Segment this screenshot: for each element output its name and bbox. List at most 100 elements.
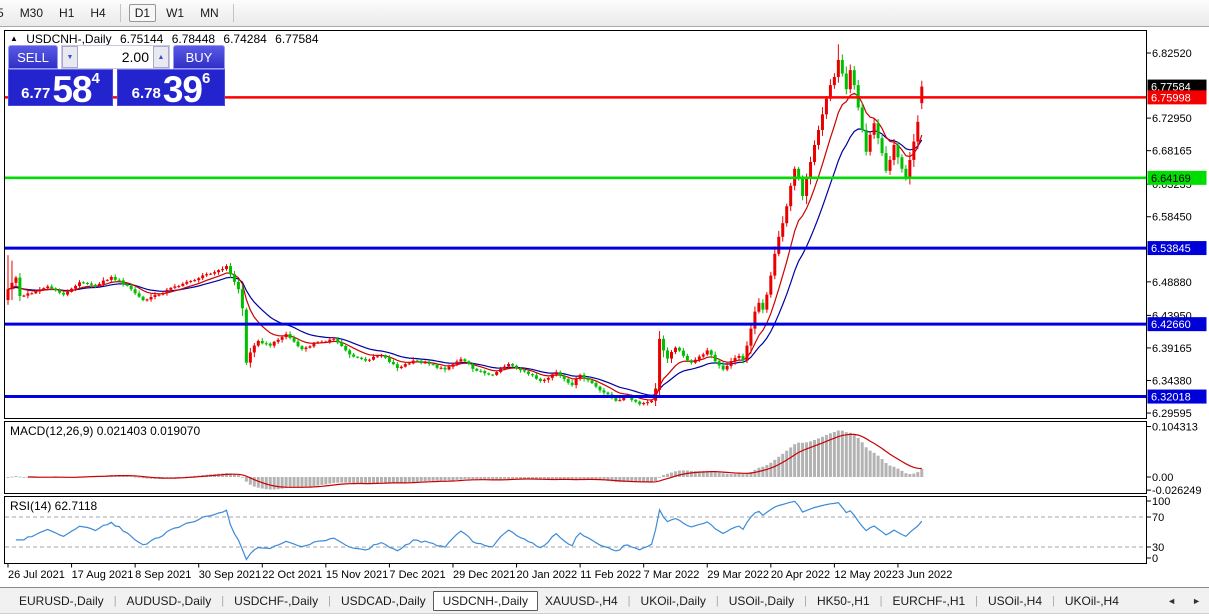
tf-button-d1[interactable]: D1 xyxy=(128,4,157,22)
tab-eurchf-h1[interactable]: EURCHF-,H1 xyxy=(892,593,966,608)
macd-signal-line xyxy=(27,433,922,488)
toolbar-separator xyxy=(232,4,234,22)
tab-scroll-left-icon[interactable]: ◄ xyxy=(1167,595,1177,606)
tab-audusd-daily[interactable]: AUDUSD-,Daily xyxy=(126,593,212,608)
rsi-axis-label: 0 xyxy=(1152,553,1158,565)
macd-axis-label: 0.00 xyxy=(1152,472,1173,484)
date-label: 7 Mar 2022 xyxy=(644,569,700,581)
buy-price-sup: 6 xyxy=(202,70,211,87)
blue-line-badge-2 xyxy=(1147,317,1207,332)
price-axis-label: 6.68165 xyxy=(1152,146,1192,158)
chart-tab-bar: EURUSD-,Daily | AUDUSD-,Daily | USDCHF-,Dail… xyxy=(0,587,1209,614)
tf-button-mn[interactable]: MN xyxy=(200,6,219,20)
rsi-indicator-title: RSI(14) 62.7118 xyxy=(10,499,98,513)
tab-separator: | xyxy=(975,594,979,607)
tab-scroll-arrows: ◄ ► xyxy=(1167,588,1201,613)
buy-price-display[interactable]: 6.78 39 6 xyxy=(117,68,225,110)
price-axis-label: 6.58450 xyxy=(1152,212,1192,224)
price-axis-label: 6.34380 xyxy=(1152,375,1192,387)
current-price-badge xyxy=(1147,79,1207,94)
symbol-header: ▲ USDCNH-,Daily 6.75144 6.78448 6.74284 … xyxy=(10,32,324,46)
macd-axis-label: -0.026249 xyxy=(1152,485,1202,497)
collapse-panel-icon[interactable]: ▲ xyxy=(10,34,18,43)
tab-ukoil-h4[interactable]: UKOil-,H4 xyxy=(1064,593,1119,608)
volume-decrease-button[interactable]: ▼ xyxy=(62,46,78,68)
macd-histogram xyxy=(6,430,924,490)
price-axis-label: 6.29595 xyxy=(1152,408,1192,420)
tf-button-w1[interactable]: W1 xyxy=(166,6,185,20)
rsi-axis-label: 30 xyxy=(1152,542,1164,554)
buy-button[interactable]: BUY xyxy=(173,45,225,69)
sell-price-sup: 4 xyxy=(91,70,100,87)
one-click-trading-panel: SELL ▼ 2.00 ▲ BUY 6.77 58 4 6.78 39 6 xyxy=(8,45,225,110)
date-label: 20 Apr 2022 xyxy=(771,569,830,581)
price-axis-label: 6.48880 xyxy=(1152,277,1192,289)
tab-separator: | xyxy=(715,594,719,607)
buy-price-big: 39 xyxy=(162,68,203,110)
tab-hk50-h1[interactable]: HK50-,H1 xyxy=(816,593,870,608)
tab-separator: | xyxy=(221,594,225,607)
blue-line-badge-1-label: 6.53845 xyxy=(1151,243,1191,255)
macd-axis: 0.104313 0.00-0.026249 xyxy=(1146,422,1202,497)
rsi-axis-label: 100 xyxy=(1152,496,1170,508)
price-axis-label: 6.72950 xyxy=(1152,113,1192,125)
timeframe-toolbar: 5 M30 H1 H4 D1 W1 MN xyxy=(0,0,1209,27)
tab-xauusd-h4[interactable]: XAUUSD-,H4 xyxy=(544,593,618,608)
tab-usoil-h4[interactable]: USOil-,H4 xyxy=(988,593,1043,608)
tab-eurusd-daily[interactable]: EURUSD-,Daily xyxy=(19,593,104,608)
volume-control: ▼ 2.00 ▲ xyxy=(61,45,170,69)
rsi-line xyxy=(15,500,923,561)
price-axis: 6.825206.729506.681656.632356.584506.488… xyxy=(1146,48,1207,420)
date-label: 15 Nov 2021 xyxy=(326,569,388,581)
date-label: 22 Oct 2021 xyxy=(262,569,322,581)
green-line-badge-label: 6.64169 xyxy=(1151,173,1191,185)
tab-ukoil-daily[interactable]: UKOil-,Daily xyxy=(640,593,706,608)
sell-price-display[interactable]: 6.77 58 4 xyxy=(8,68,113,110)
tf-button-h4[interactable]: H4 xyxy=(90,6,106,20)
tab-separator: | xyxy=(627,594,631,607)
panel-border-2 xyxy=(4,496,1147,564)
date-label: 12 May 2022 xyxy=(834,569,898,581)
rsi-axis: 100 70 300 xyxy=(1146,496,1170,565)
tab-usdcnh-daily[interactable]: USDCNH-,Daily xyxy=(432,590,538,611)
sell-price-big: 58 xyxy=(52,68,92,110)
panel-border-1 xyxy=(4,421,1147,494)
tf-button-h1[interactable]: H1 xyxy=(59,6,75,20)
ohlc-high: 6.78448 xyxy=(171,32,216,46)
ohlc-open: 6.75144 xyxy=(119,32,164,46)
tab-separator: | xyxy=(879,594,883,607)
tf-button-m30[interactable]: M30 xyxy=(19,6,44,20)
volume-increase-button[interactable]: ▲ xyxy=(153,46,169,68)
tab-usdchf-daily[interactable]: USDCHF-,Daily xyxy=(234,593,319,608)
date-label: 29 Dec 2021 xyxy=(453,569,515,581)
volume-input[interactable]: 2.00 xyxy=(121,49,149,65)
ohlc-low: 6.74284 xyxy=(223,32,267,46)
sell-button[interactable]: SELL xyxy=(8,45,58,69)
symbol-title: USDCNH-,Daily xyxy=(26,32,112,46)
blue-line-badge-2-label: 6.42660 xyxy=(1151,319,1191,331)
price-axis-label: 6.82520 xyxy=(1152,48,1192,60)
ma-fast-line xyxy=(7,92,923,401)
ohlc-close: 6.77584 xyxy=(275,32,319,46)
blue-line-badge-3 xyxy=(1147,389,1207,404)
red-line-badge xyxy=(1147,90,1207,105)
chart-tabs: EURUSD-,Daily | AUDUSD-,Daily | USDCHF-,Dail… xyxy=(12,590,1126,611)
date-label: 29 Mar 2022 xyxy=(707,569,769,581)
date-label: 3 Jun 2022 xyxy=(898,569,952,581)
tab-usdcad-daily[interactable]: USDCAD-,Daily xyxy=(340,593,426,608)
date-label: 26 Jul 2021 xyxy=(8,569,65,581)
timeframe-buttons: M30 H1 H4 D1 W1 MN xyxy=(12,4,240,22)
red-line-badge-label: 6.75998 xyxy=(1151,92,1191,104)
tab-separator: | xyxy=(328,594,331,607)
toolbar-separator xyxy=(119,4,121,22)
buy-price-small: 6.78 xyxy=(131,85,161,102)
date-label: 7 Dec 2021 xyxy=(389,569,445,581)
blue-line-badge-1 xyxy=(1147,241,1207,256)
sell-price-small: 6.77 xyxy=(21,85,51,102)
blue-line-badge-3-label: 6.32018 xyxy=(1151,392,1191,404)
tab-scroll-right-icon[interactable]: ► xyxy=(1192,595,1201,606)
tf-button-partial[interactable]: 5 xyxy=(0,6,4,20)
tab-usoil-daily[interactable]: USOil-,Daily xyxy=(728,593,795,608)
ma-slow-line xyxy=(7,128,923,397)
tab-separator: | xyxy=(113,594,117,607)
